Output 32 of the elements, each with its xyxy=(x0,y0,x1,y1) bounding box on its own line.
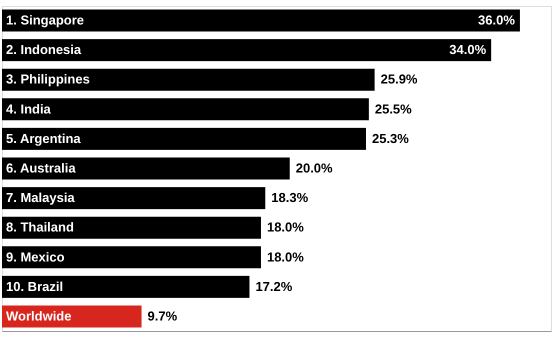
bar xyxy=(2,68,375,91)
data-label: 36.0% xyxy=(478,12,516,28)
y-tick-label: 9. Mexico xyxy=(6,249,65,264)
y-tick-label: Worldwide xyxy=(6,308,72,324)
y-tick-label: 6. Australia xyxy=(6,160,76,176)
y-tick-label: 5. Argentina xyxy=(6,130,82,146)
data-label: 18.3% xyxy=(271,190,309,206)
y-tick-label: 3. Philippines xyxy=(6,72,90,87)
y-tick-label: 1. Singapore xyxy=(6,12,84,28)
data-label: 18.0% xyxy=(266,249,304,264)
data-label: 25.5% xyxy=(374,101,412,116)
bar xyxy=(2,246,261,268)
y-tick-label: 2. Indonesia xyxy=(6,42,82,58)
bar xyxy=(2,187,266,210)
data-label: 20.0% xyxy=(296,160,334,176)
data-label: 9.7% xyxy=(148,308,178,324)
bar xyxy=(2,98,369,120)
bar xyxy=(2,216,261,239)
data-label: 34.0% xyxy=(449,42,487,58)
data-label: 18.0% xyxy=(266,220,304,235)
data-label: 25.9% xyxy=(380,72,418,87)
bar xyxy=(2,158,290,180)
bar xyxy=(2,10,520,32)
bar xyxy=(2,39,492,62)
y-tick-label: 10. Brazil xyxy=(6,278,64,294)
y-tick-label: 8. Thailand xyxy=(6,220,74,235)
data-label: 25.3% xyxy=(372,130,410,146)
data-label: 17.2% xyxy=(255,278,293,294)
bar xyxy=(2,276,250,298)
y-tick-label: 7. Malaysia xyxy=(6,190,76,206)
y-tick-label: 4. India xyxy=(6,101,52,116)
bar xyxy=(2,128,366,150)
